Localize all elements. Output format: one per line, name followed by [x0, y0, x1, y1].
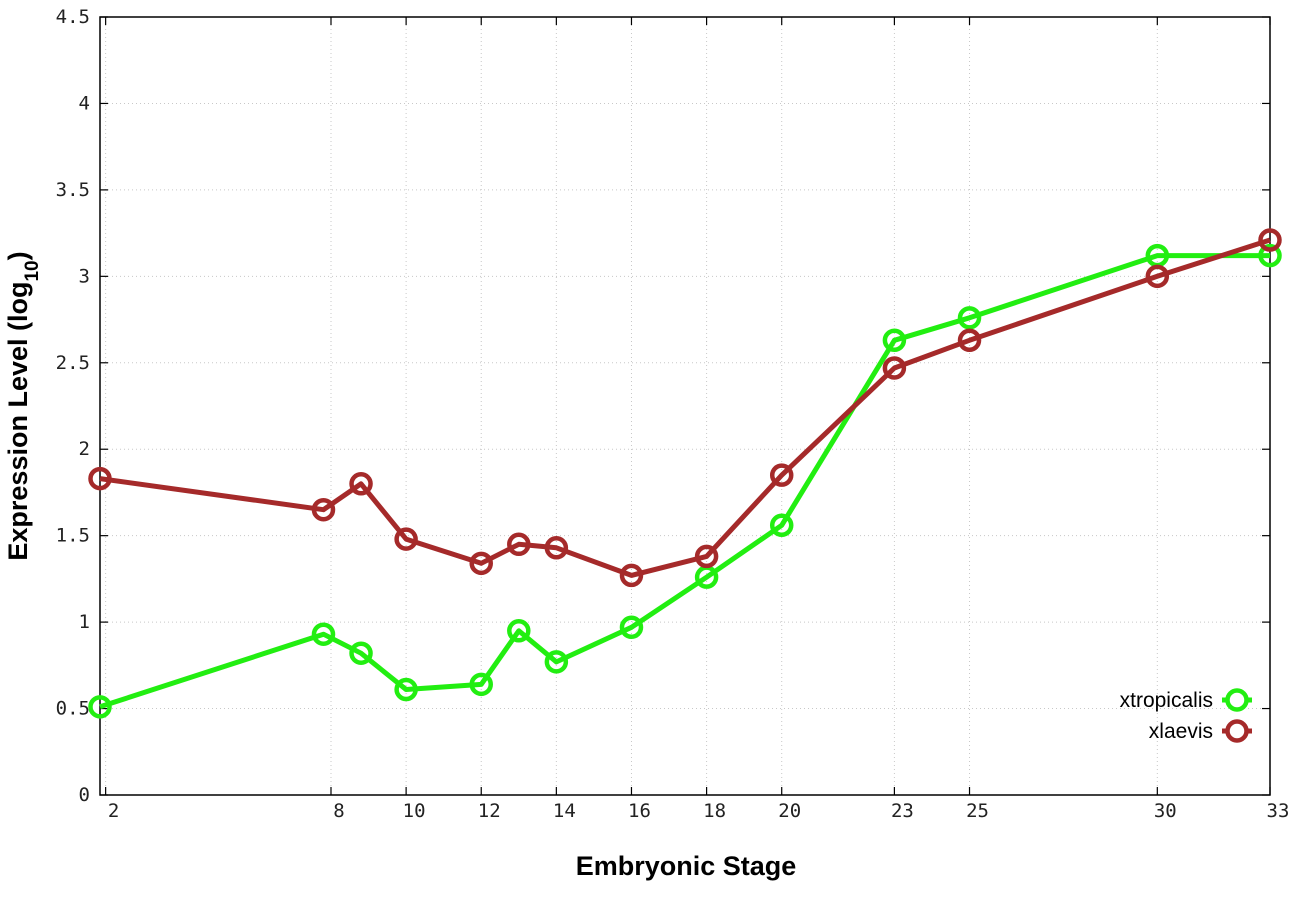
x-axis-title: Embryonic Stage — [576, 851, 797, 881]
data-point-xtropicalis — [1258, 243, 1282, 268]
y-tick-label: 1 — [79, 611, 90, 633]
legend: xtropicalis xlaevis — [1120, 688, 1252, 743]
data-point-xtropicalis — [769, 513, 794, 538]
y-tick-label: 4 — [79, 92, 90, 114]
y-tick-label: 0.5 — [56, 698, 90, 720]
data-point-xtropicalis — [882, 328, 907, 353]
ticks: 0 0.5 1 1.5 2 2.5 3 3.5 4 4.5 2 8 10 12 14 16 18 20 23 25 30… — [56, 6, 1290, 822]
plot-frame — [99, 16, 1271, 796]
x-tick-label: 18 — [703, 800, 726, 822]
data-point-xlaevis — [469, 551, 493, 576]
data-point-xlaevis — [88, 466, 112, 491]
data-point-xlaevis — [1145, 264, 1170, 289]
y-tick-label: 3 — [79, 265, 90, 287]
y-axis-title-close: ) — [3, 251, 33, 260]
data-point-xlaevis — [769, 463, 794, 487]
y-tick-label: 2.5 — [56, 352, 90, 374]
data-point-xlaevis — [1258, 228, 1282, 252]
y-tick-label: 0 — [79, 784, 90, 806]
data-point-xlaevis — [311, 497, 336, 522]
data-point-xtropicalis — [469, 672, 493, 697]
y-axis-title-subscript: 10 — [22, 260, 43, 281]
x-tick-label: 10 — [403, 800, 426, 822]
data-point-xtropicalis — [957, 306, 982, 330]
data-point-xlaevis — [394, 527, 418, 551]
y-tick-label: 2 — [79, 438, 90, 460]
legend-marker-xlaevis — [1225, 719, 1249, 743]
series-xlaevis — [88, 228, 1282, 588]
x-tick-label: 16 — [628, 800, 651, 822]
data-point-xlaevis — [882, 356, 907, 380]
data-point-xlaevis — [957, 328, 982, 353]
legend-marker-xtropicalis — [1225, 688, 1249, 712]
x-tick-label: 14 — [553, 800, 576, 822]
series-line-xlaevis — [99, 237, 1271, 578]
data-point-xlaevis — [507, 532, 531, 557]
data-point-xtropicalis — [88, 695, 112, 719]
y-axis-title-main: Expression Level (log — [3, 282, 33, 561]
data-point-xlaevis — [619, 563, 644, 588]
y-axis-title: Expression Level (log10) — [3, 251, 43, 560]
data-point-xtropicalis — [619, 615, 644, 640]
data-point-xtropicalis — [311, 622, 336, 646]
x-tick-label: 20 — [778, 800, 801, 822]
legend-label: xtropicalis — [1120, 689, 1213, 712]
y-tick-label: 4.5 — [56, 6, 90, 28]
data-point-xlaevis — [694, 544, 719, 569]
data-point-xtropicalis — [349, 641, 373, 665]
legend-label: xlaevis — [1149, 720, 1213, 743]
data-point-xlaevis — [544, 536, 569, 560]
series-line-xtropicalis — [99, 253, 1270, 710]
x-tick-label: 25 — [966, 800, 989, 822]
data-point-xtropicalis — [394, 677, 418, 702]
x-tick-label: 23 — [891, 800, 914, 822]
series-xtropicalis — [88, 243, 1282, 719]
x-tick-label: 12 — [478, 800, 501, 822]
data-point-xlaevis — [349, 472, 373, 496]
x-tick-label: 2 — [108, 800, 119, 822]
series-layer — [88, 228, 1282, 719]
x-tick-label: 30 — [1154, 800, 1177, 822]
x-tick-label: 33 — [1267, 800, 1290, 822]
y-tick-label: 1.5 — [56, 525, 90, 547]
data-point-xtropicalis — [544, 650, 569, 674]
data-point-xtropicalis — [507, 619, 531, 643]
x-tick-label: 8 — [333, 800, 344, 822]
y-tick-label: 3.5 — [56, 179, 90, 201]
grid — [100, 17, 1270, 795]
